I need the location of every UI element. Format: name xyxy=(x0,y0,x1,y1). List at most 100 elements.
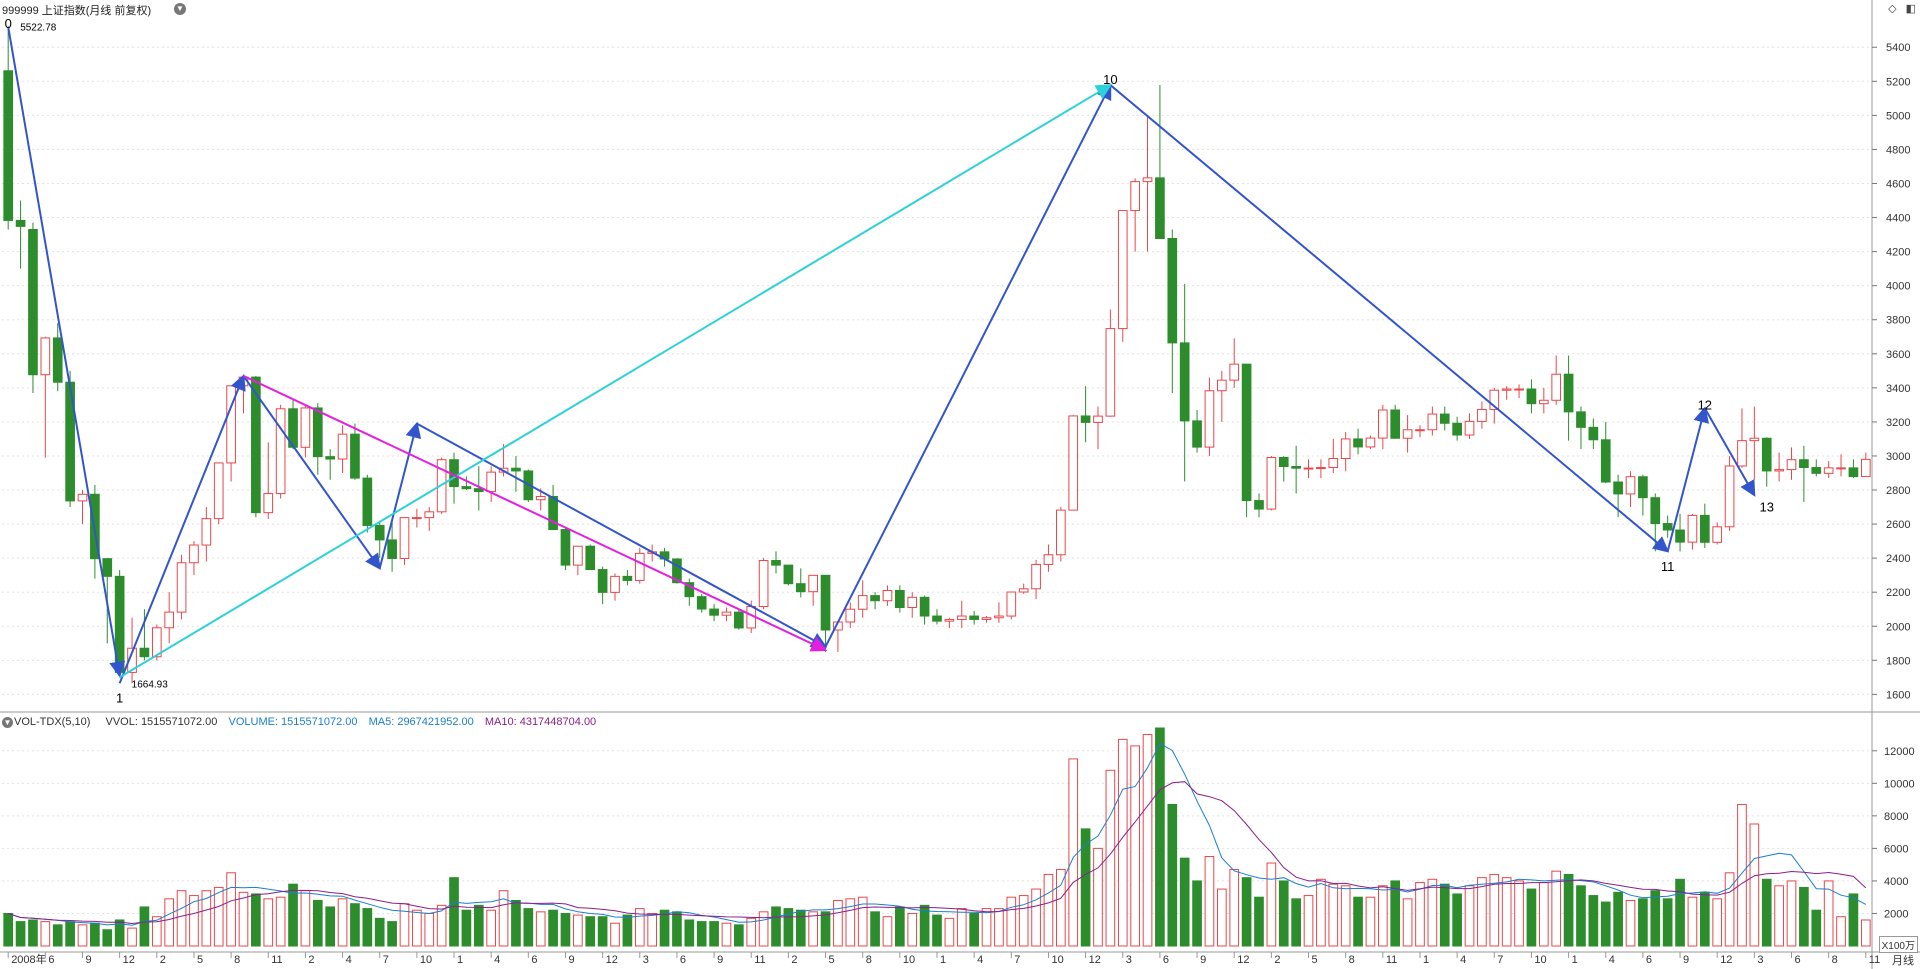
volume-bar-down xyxy=(1291,898,1301,947)
panel-toggle-icon[interactable]: ◧ xyxy=(1905,3,1916,15)
volume-bar-up xyxy=(1625,899,1636,947)
candle-up xyxy=(1229,363,1240,381)
candle-down xyxy=(1799,459,1809,469)
volume-bar-up xyxy=(1377,885,1388,947)
volume-bar-up xyxy=(1303,895,1314,947)
volume-ma5-line xyxy=(8,742,1867,926)
vvol-value: VVOL: 1515571072.00 xyxy=(105,716,218,728)
candle-up xyxy=(1501,388,1512,391)
diamond-icon[interactable]: ◇ xyxy=(1888,3,1897,15)
candle-up xyxy=(1415,429,1425,432)
volume-bar-up xyxy=(1538,882,1549,947)
candle-up xyxy=(907,596,918,609)
time-tick-label: 6 xyxy=(48,954,54,966)
time-tick-label: 11 xyxy=(754,954,765,966)
time-tick-label: 3 xyxy=(1757,954,1763,966)
volume-bar-up xyxy=(1031,888,1041,947)
time-tick-label: 12 xyxy=(1720,954,1732,966)
volume-bar-up xyxy=(1340,885,1351,947)
volume-bar-up xyxy=(77,924,88,947)
time-tick-label: 9 xyxy=(1683,954,1689,966)
candle-down xyxy=(1155,177,1165,239)
time-tick-label: 8 xyxy=(1832,954,1838,966)
volume-bar-up xyxy=(1006,896,1017,947)
candle-up xyxy=(1551,373,1562,401)
volume-bar-down xyxy=(895,906,905,947)
candle-down xyxy=(783,564,794,585)
volume-bar-down xyxy=(1563,873,1574,947)
candle-down xyxy=(374,524,385,541)
volume-bar-down xyxy=(1761,878,1772,947)
volume-bar-down xyxy=(1662,898,1673,947)
price-tick-label: 2200 xyxy=(1886,587,1910,599)
volume-bar-down xyxy=(1848,893,1859,947)
volume-bar-up xyxy=(176,890,187,947)
volume-tick-label: 2000 xyxy=(1884,908,1908,920)
candle-up xyxy=(1712,526,1723,543)
time-tick-label: 12 xyxy=(1237,954,1249,966)
wave-trend-line xyxy=(118,374,246,684)
time-tick-label: 4 xyxy=(494,954,500,966)
candle-up xyxy=(1823,467,1834,474)
candle-up xyxy=(1093,415,1103,423)
price-tick-label: 2600 xyxy=(1886,519,1910,531)
volume-bar-down xyxy=(870,911,880,947)
candle-down xyxy=(1291,466,1301,469)
volume-bar-down xyxy=(1613,891,1623,947)
time-tick-label: 5 xyxy=(1312,954,1318,966)
candle-down xyxy=(585,545,596,571)
volume-bar-up xyxy=(486,909,497,947)
time-tick-label: 2008年 xyxy=(11,952,46,966)
candle-up xyxy=(808,574,818,593)
wave-trend-line xyxy=(7,26,126,678)
time-tick-label: 1 xyxy=(1423,954,1429,966)
candle-down xyxy=(932,615,942,622)
wave-trend-line xyxy=(1703,407,1756,497)
candle-up xyxy=(1018,588,1029,593)
volume-bar-down xyxy=(734,924,744,947)
candle-up xyxy=(77,493,88,502)
candle-down xyxy=(1192,420,1202,448)
volume-bar-up xyxy=(1105,769,1116,947)
volume-bar-down xyxy=(114,919,125,947)
candle-up xyxy=(1377,409,1388,439)
candle-down xyxy=(251,376,261,514)
candle-up xyxy=(300,407,311,448)
volume-bar-up xyxy=(907,912,918,947)
candle-up xyxy=(1836,467,1846,470)
candle-up xyxy=(412,517,422,520)
time-tick-label: 2 xyxy=(791,954,797,966)
volume-bar-up xyxy=(994,908,1004,947)
candle-down xyxy=(461,486,472,490)
time-tick-label: 8 xyxy=(866,954,872,966)
volume-bar-up xyxy=(1093,847,1103,947)
price-tick-label: 5000 xyxy=(1886,110,1910,122)
volume-bar-up xyxy=(1836,916,1846,947)
candle-up xyxy=(263,493,274,514)
candle-down xyxy=(597,569,608,593)
volume-menu-chevron-down-icon[interactable]: ▼ xyxy=(2,717,13,728)
volume-bar-up xyxy=(956,908,967,947)
time-tick-label: 6 xyxy=(1646,954,1652,966)
volume-bar-up xyxy=(647,912,657,947)
volume-bar-down xyxy=(139,906,150,947)
candle-down xyxy=(312,407,323,458)
volume-bar-up xyxy=(399,903,410,947)
volume-bar-down xyxy=(1192,880,1202,947)
candle-down xyxy=(672,558,682,584)
wave-point-label: 11 xyxy=(1661,559,1675,574)
candle-down xyxy=(1080,415,1091,423)
chevron-down-icon[interactable]: ▼ xyxy=(174,3,186,15)
candle-down xyxy=(1588,426,1599,441)
candle-down xyxy=(771,560,781,566)
period-tab[interactable]: 月线 xyxy=(1892,955,1914,967)
volume-bar-down xyxy=(312,899,323,947)
volume-bar-down xyxy=(597,916,608,947)
volume-bar-up xyxy=(238,891,249,947)
candle-up xyxy=(758,560,769,608)
candle-up xyxy=(1006,591,1017,617)
volume-bar-up xyxy=(436,904,447,947)
volume-bar-up xyxy=(201,890,212,947)
volume-bar-down xyxy=(1699,891,1710,947)
